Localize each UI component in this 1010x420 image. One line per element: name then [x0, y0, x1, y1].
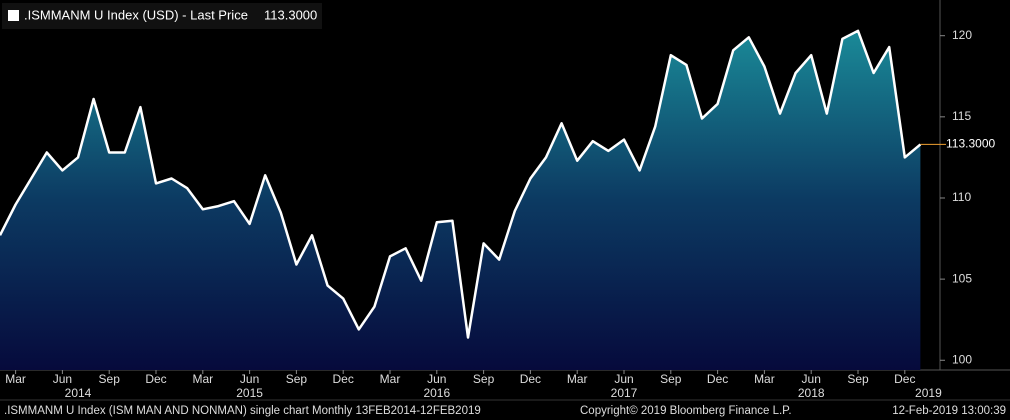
- x-tick-label: Sep: [99, 372, 121, 386]
- x-tick-label: Jun: [427, 372, 446, 386]
- year-label: 2016: [423, 386, 450, 400]
- footer-left: .ISMMANM U Index (ISM MAN AND NONMAN) si…: [4, 405, 481, 417]
- y-tick-label: 100: [952, 352, 972, 366]
- x-tick-label: Mar: [754, 372, 775, 386]
- legend-swatch: [8, 10, 19, 21]
- x-tick-label: Sep: [473, 372, 495, 386]
- y-tick-label: 120: [952, 28, 972, 42]
- x-tick-label: Sep: [660, 372, 682, 386]
- year-label: 2018: [798, 386, 825, 400]
- year-label: 2019: [915, 386, 942, 400]
- x-tick-label: Mar: [192, 372, 213, 386]
- x-tick-label: Sep: [847, 372, 869, 386]
- y-tick-label: 115: [952, 109, 971, 123]
- last-price-label: 113.3000: [946, 137, 995, 151]
- y-tick-label: 110: [952, 190, 971, 204]
- x-tick-label: Dec: [145, 372, 166, 386]
- x-tick-label: Dec: [520, 372, 541, 386]
- header: .ISMMANM U Index (USD) - Last Price: [24, 7, 248, 22]
- year-label: 2017: [611, 386, 638, 400]
- year-label: 2014: [65, 386, 92, 400]
- x-tick-label: Jun: [614, 372, 633, 386]
- line: [0, 29, 922, 339]
- x-tick-label: Mar: [5, 372, 26, 386]
- x-tick-label: Dec: [894, 372, 915, 386]
- header-box: [2, 3, 322, 29]
- x-tick-label: Dec: [707, 372, 728, 386]
- y-tick-label: 105: [952, 271, 972, 285]
- footer-right: 12-Feb-2019 13:00:39: [892, 405, 1006, 417]
- x-tick-label: Jun: [802, 372, 821, 386]
- x-tick-label: Dec: [333, 372, 354, 386]
- x-tick-label: Sep: [286, 372, 308, 386]
- footer-center: Copyright© 2019 Bloomberg Finance L.P.: [580, 405, 792, 417]
- x-tick-label: Jun: [53, 372, 72, 386]
- x-tick-label: Mar: [380, 372, 401, 386]
- header-last-price: 113.3000: [264, 7, 317, 22]
- x-tick-label: Jun: [240, 372, 259, 386]
- year-label: 2015: [236, 386, 263, 400]
- x-tick-label: Mar: [567, 372, 588, 386]
- area-fill: [0, 30, 921, 371]
